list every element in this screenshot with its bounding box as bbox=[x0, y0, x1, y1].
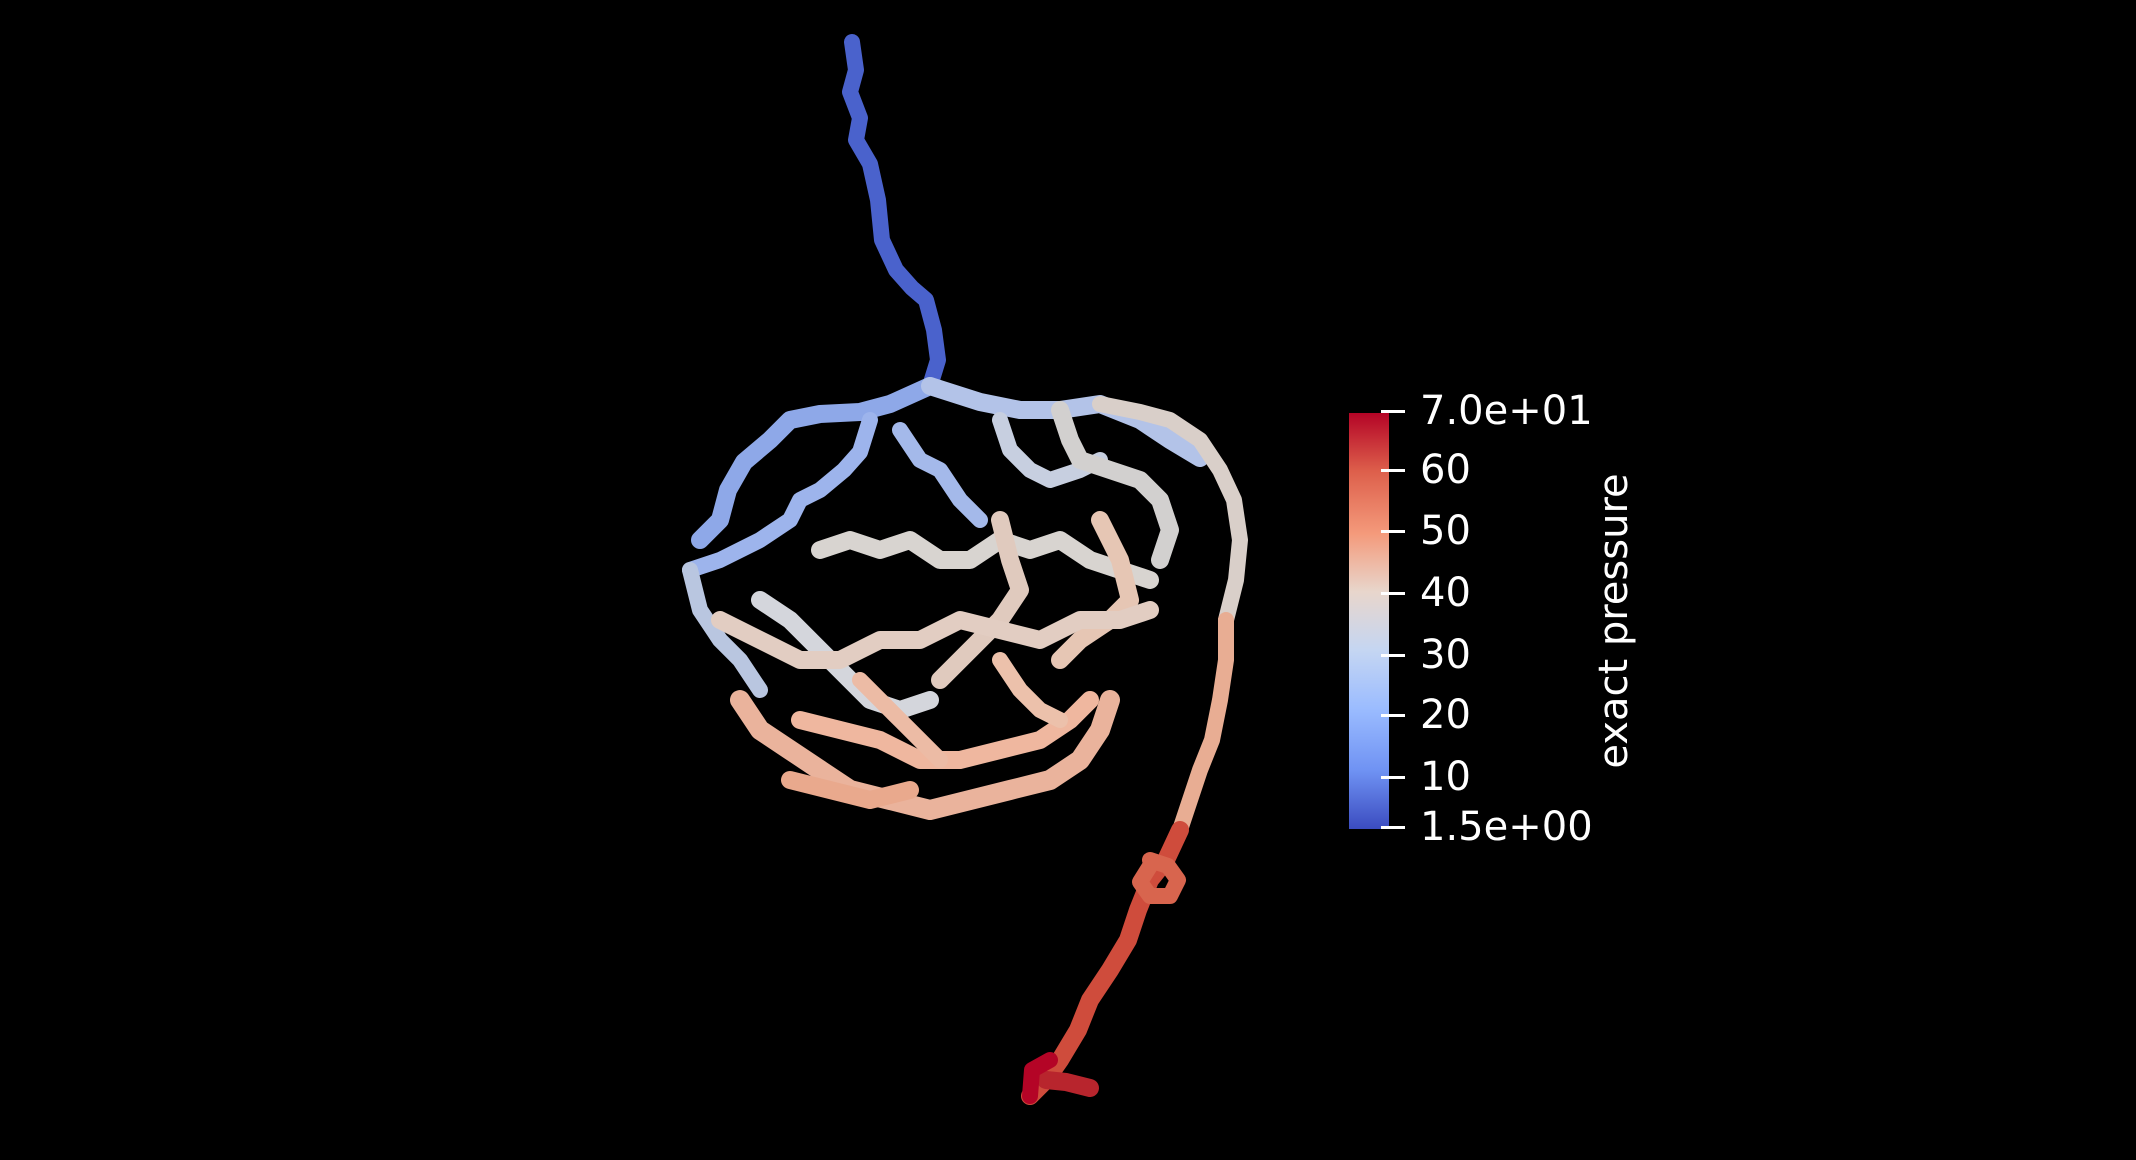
outlet-arc-vessel bbox=[1172, 612, 1234, 838]
colorbar-tick-label: 20 bbox=[1420, 692, 1471, 738]
lower-network-vessel bbox=[852, 672, 948, 768]
colorbar-tick bbox=[1381, 714, 1405, 717]
lower-network-vessel bbox=[781, 771, 919, 809]
upper-network-vessel bbox=[682, 412, 878, 578]
lower-network-vessel bbox=[730, 690, 1120, 820]
upper-network-vessel bbox=[682, 562, 768, 698]
colorbar-tick-label: 60 bbox=[1420, 447, 1471, 493]
colorbar-tick-label: 30 bbox=[1420, 632, 1471, 678]
inlet-vessel bbox=[842, 34, 946, 394]
mid-network-vessel bbox=[1051, 511, 1139, 669]
mid-network-vessel bbox=[931, 511, 1029, 689]
lower-network-vessel bbox=[992, 652, 1068, 728]
mid-network-vessel bbox=[811, 531, 1159, 589]
colorbar-tick-label: 10 bbox=[1420, 754, 1471, 800]
outlet-arc-vessel bbox=[1092, 396, 1248, 628]
colorbar-tick bbox=[1381, 592, 1405, 595]
upper-network-vessel bbox=[1051, 401, 1179, 569]
colorbar-tick bbox=[1381, 826, 1405, 829]
colorbar-max-label: 7.0e+01 bbox=[1420, 388, 1593, 434]
upper-network-vessel bbox=[892, 422, 988, 528]
upper-network-vessel bbox=[691, 377, 939, 549]
colorbar-tick bbox=[1381, 776, 1405, 779]
outlet-vessel bbox=[1022, 1052, 1058, 1104]
outlet-loop-vessel bbox=[1132, 852, 1186, 904]
colorbar-tick bbox=[1381, 530, 1405, 533]
colorbar-min-label: 1.5e+00 bbox=[1420, 804, 1593, 850]
pressure-colorbar bbox=[1349, 413, 1389, 829]
mid-network-vessel bbox=[711, 601, 1159, 669]
colorbar-tick bbox=[1381, 410, 1405, 413]
upper-network-vessel bbox=[921, 377, 1209, 467]
colorbar-title: exact pressure bbox=[1591, 473, 1637, 769]
colorbar-tick bbox=[1381, 654, 1405, 657]
outlet-vessel bbox=[1037, 1071, 1099, 1097]
colorbar-tick-label: 40 bbox=[1420, 570, 1471, 616]
outlet-vessel bbox=[1021, 821, 1189, 1105]
colorbar-tick-label: 50 bbox=[1420, 508, 1471, 554]
colorbar-tick bbox=[1381, 469, 1405, 472]
